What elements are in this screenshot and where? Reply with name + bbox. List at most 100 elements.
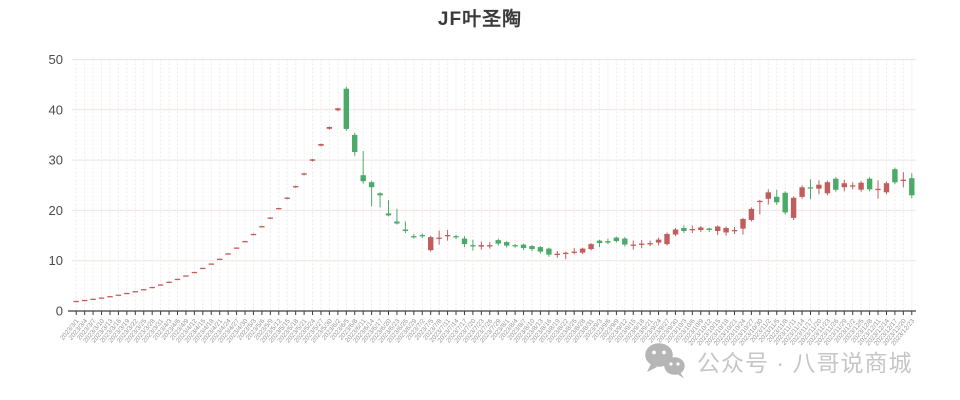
candle-71[interactable] <box>672 228 679 237</box>
candle-77[interactable] <box>723 226 729 236</box>
candle-94[interactable] <box>866 177 873 192</box>
candle-78[interactable] <box>731 227 738 234</box>
candle-56[interactable] <box>546 247 552 257</box>
candle-52[interactable] <box>512 244 518 248</box>
candle-20[interactable] <box>242 240 248 243</box>
candle-87[interactable] <box>807 179 814 200</box>
candle-91[interactable] <box>841 179 847 192</box>
candle-44[interactable] <box>444 230 451 241</box>
candle-33[interactable] <box>352 132 358 156</box>
candle-24[interactable] <box>276 207 282 210</box>
candle-35[interactable] <box>368 180 375 207</box>
candle-49[interactable] <box>487 242 493 249</box>
candle-51[interactable] <box>504 241 510 248</box>
candle-39[interactable] <box>402 221 409 234</box>
candle-30[interactable] <box>326 126 333 130</box>
candle-32[interactable] <box>343 86 349 131</box>
candle-46[interactable] <box>461 236 468 248</box>
candle-36[interactable] <box>377 192 383 208</box>
candle-58[interactable] <box>563 251 569 260</box>
candle-12[interactable] <box>174 278 181 281</box>
candle-74[interactable] <box>698 226 704 232</box>
candle-60[interactable] <box>579 247 586 255</box>
candle-45[interactable] <box>453 235 459 240</box>
candle-62[interactable] <box>596 239 603 248</box>
candle-8[interactable] <box>141 289 147 291</box>
candle-27[interactable] <box>301 172 307 176</box>
candle-54[interactable] <box>529 245 535 252</box>
candle-81[interactable] <box>757 199 763 215</box>
candle-55[interactable] <box>537 246 544 254</box>
candle-57[interactable] <box>554 251 560 258</box>
candle-76[interactable] <box>715 225 721 236</box>
candle-61[interactable] <box>588 243 594 251</box>
candle-7[interactable] <box>132 291 138 293</box>
candle-48[interactable] <box>478 241 484 250</box>
candle-11[interactable] <box>166 281 172 283</box>
candle-80[interactable] <box>748 207 755 222</box>
candle-2[interactable] <box>90 298 96 300</box>
candle-25[interactable] <box>284 197 290 200</box>
candle-41[interactable] <box>419 233 425 239</box>
candle-97[interactable] <box>892 167 898 185</box>
candle-85[interactable] <box>790 196 797 220</box>
candle-98[interactable] <box>900 172 906 188</box>
candle-34[interactable] <box>360 151 366 184</box>
candle-89[interactable] <box>824 180 831 196</box>
candle-26[interactable] <box>293 185 299 188</box>
candle-67[interactable] <box>639 240 645 249</box>
candle-43[interactable] <box>436 230 442 245</box>
candle-22[interactable] <box>259 225 265 228</box>
candle-63[interactable] <box>605 238 611 245</box>
candle-88[interactable] <box>816 180 822 195</box>
candle-15[interactable] <box>200 267 206 270</box>
candle-95[interactable] <box>875 180 881 199</box>
candle-93[interactable] <box>858 181 864 192</box>
candle-28[interactable] <box>309 158 316 162</box>
candle-75[interactable] <box>706 227 712 233</box>
candle-40[interactable] <box>411 234 417 239</box>
candle-53[interactable] <box>520 243 527 251</box>
candle-14[interactable] <box>191 271 198 274</box>
candle-0[interactable] <box>73 300 79 303</box>
candle-68[interactable] <box>647 240 653 247</box>
candle-92[interactable] <box>850 182 856 190</box>
candle-79[interactable] <box>740 217 746 235</box>
candle-73[interactable] <box>689 225 695 234</box>
candle-66[interactable] <box>630 240 636 250</box>
candle-70[interactable] <box>664 232 670 246</box>
candle-59[interactable] <box>571 248 577 255</box>
candle-10[interactable] <box>157 284 164 286</box>
candle-82[interactable] <box>765 189 771 205</box>
candle-18[interactable] <box>225 253 231 255</box>
candle-72[interactable] <box>681 225 687 234</box>
candle-4[interactable] <box>107 296 113 298</box>
candle-86[interactable] <box>799 185 805 199</box>
candle-37[interactable] <box>385 200 392 217</box>
candle-31[interactable] <box>335 107 341 112</box>
candle-17[interactable] <box>217 258 223 261</box>
candle-64[interactable] <box>613 236 620 243</box>
candle-90[interactable] <box>833 177 839 192</box>
candle-1[interactable] <box>82 299 88 302</box>
candle-83[interactable] <box>774 189 780 205</box>
candle-50[interactable] <box>495 238 501 246</box>
candle-47[interactable] <box>470 239 476 251</box>
candle-19[interactable] <box>233 247 240 249</box>
candle-21[interactable] <box>250 233 257 236</box>
candle-84[interactable] <box>782 191 788 215</box>
candle-13[interactable] <box>183 275 189 277</box>
candle-5[interactable] <box>115 294 122 296</box>
candle-23[interactable] <box>267 217 273 219</box>
candle-65[interactable] <box>622 237 628 247</box>
candle-3[interactable] <box>98 297 105 299</box>
candle-99[interactable] <box>909 173 915 199</box>
candle-16[interactable] <box>208 263 214 265</box>
candle-38[interactable] <box>394 208 400 225</box>
candle-6[interactable] <box>124 292 130 295</box>
candle-96[interactable] <box>883 181 890 195</box>
candle-69[interactable] <box>655 237 662 246</box>
candle-9[interactable] <box>149 286 155 289</box>
candle-29[interactable] <box>318 143 324 147</box>
candle-42[interactable] <box>428 235 434 252</box>
